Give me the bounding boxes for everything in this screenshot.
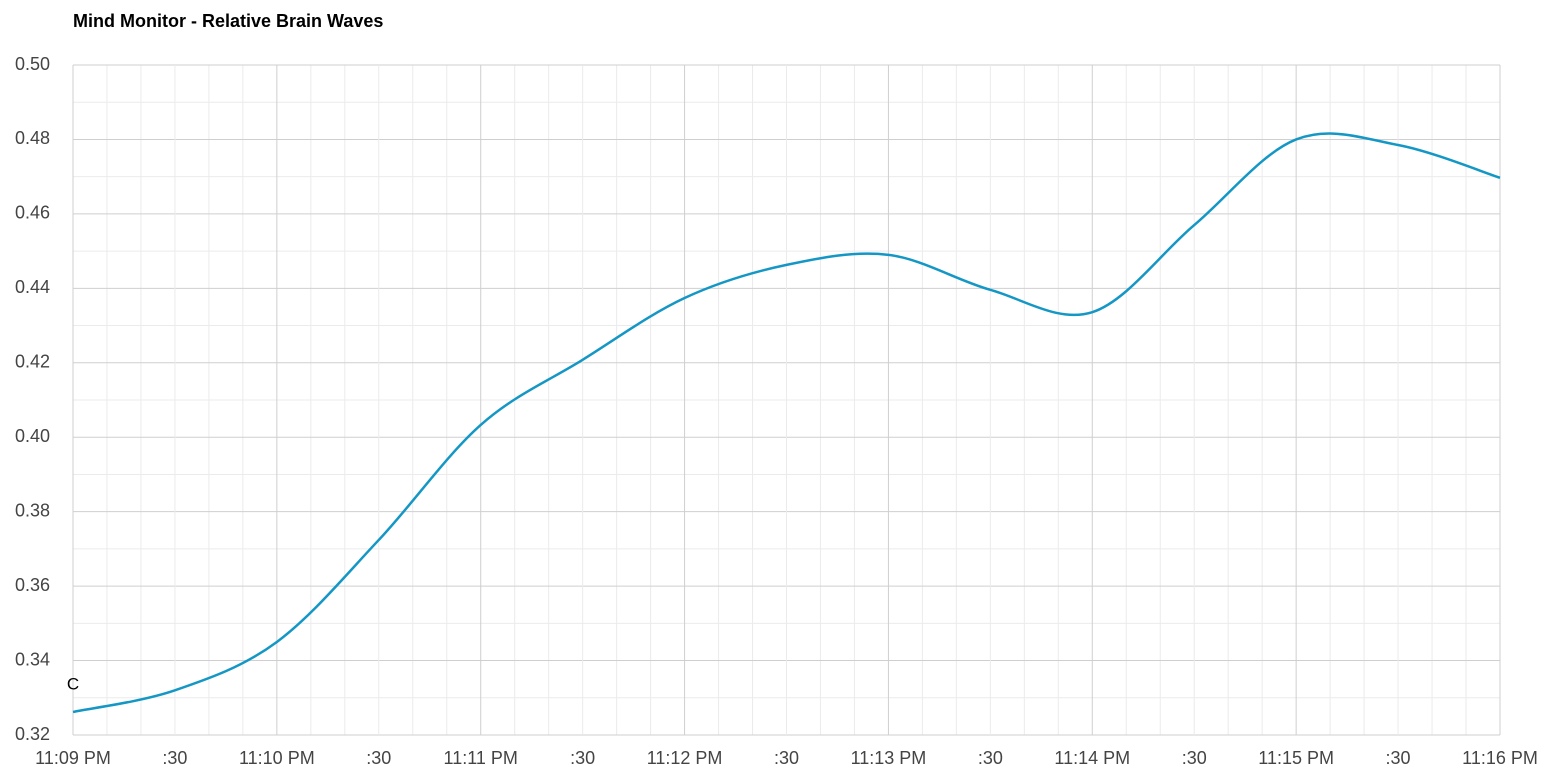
x-tick-label: :30 <box>774 748 799 768</box>
y-tick-label: 0.36 <box>15 575 50 595</box>
x-tick-label: :30 <box>366 748 391 768</box>
y-tick-label: 0.46 <box>15 203 50 223</box>
x-tick-label: :30 <box>1182 748 1207 768</box>
x-tick-label: 11:16 PM <box>1462 748 1538 768</box>
x-tick-label: 11:13 PM <box>851 748 927 768</box>
y-tick-label: 0.48 <box>15 128 50 148</box>
x-tick-label: :30 <box>570 748 595 768</box>
x-tick-label: :30 <box>978 748 1003 768</box>
y-tick-label: 0.44 <box>15 277 50 297</box>
plot <box>72 132 1501 714</box>
chart-title: Mind Monitor - Relative Brain Waves <box>73 11 383 31</box>
x-tick-label: 11:15 PM <box>1258 748 1334 768</box>
x-tick-label: 11:11 PM <box>444 748 518 768</box>
y-tick-label: 0.34 <box>15 649 50 669</box>
y-tick-label: 0.38 <box>15 500 50 520</box>
x-tick-label: 11:14 PM <box>1054 748 1130 768</box>
x-tick-label: 11:09 PM <box>35 748 111 768</box>
x-tick-label: :30 <box>162 748 187 768</box>
y-tick-label: 0.40 <box>15 426 50 446</box>
x-tick-label: 11:12 PM <box>647 748 723 768</box>
line <box>72 132 1501 714</box>
y-tick-label: 0.50 <box>15 54 50 74</box>
x-tick-label: 11:10 PM <box>239 748 315 768</box>
major-grid <box>72 64 1501 736</box>
y-tick-label: 0.32 <box>15 724 50 744</box>
x-tick-label: :30 <box>1386 748 1411 768</box>
y-tick-label: 0.42 <box>15 352 50 372</box>
annotation: C <box>67 674 79 693</box>
